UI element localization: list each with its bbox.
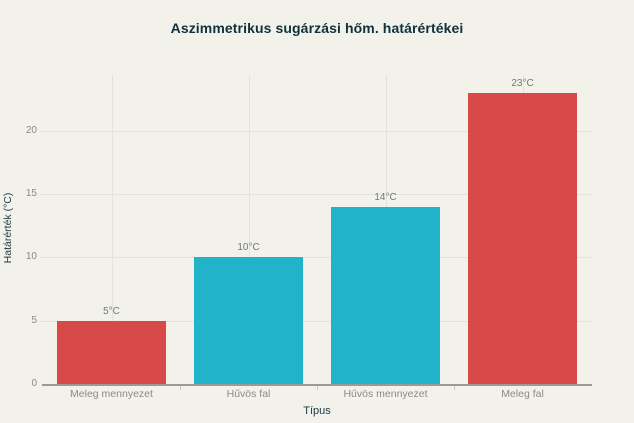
y-gridline (40, 257, 591, 259)
bar-value-label: 5°C (103, 305, 120, 317)
x-tick-label: Hűvös mennyezet (343, 388, 428, 400)
x-tick-mark (180, 386, 181, 390)
bar-value-label: 23°C (511, 77, 534, 89)
bar-meleg-fal (467, 92, 578, 384)
y-gridline (40, 130, 591, 132)
bar-value-label: 10°C (237, 242, 260, 254)
y-tick-label: 20 (25, 124, 37, 136)
bar-value-label: 14°C (374, 191, 397, 203)
y-tick-label: 15 (25, 188, 37, 200)
y-gridline (40, 320, 591, 322)
x-tick-label: Meleg mennyezet (70, 388, 153, 400)
y-tick-label: 10 (25, 251, 37, 263)
y-tick-label: 0 (31, 378, 37, 389)
x-tick-mark (317, 386, 318, 390)
x-tick-label: Meleg fal (501, 388, 544, 400)
x-gridline (248, 75, 250, 384)
y-axis-title: Határérték (°C) (2, 192, 14, 264)
x-gridline (111, 75, 113, 384)
bar-h-v-s-mennyezet (330, 206, 441, 384)
y-gridline (40, 194, 591, 196)
x-tick-mark (454, 386, 455, 390)
y-tick-label: 5 (31, 314, 37, 326)
bar-meleg-mennyezet (56, 320, 167, 384)
x-axis-title: Típus (303, 405, 331, 417)
chart-title: Aszimmetrikus sugárzási hőm. határértéke… (170, 20, 464, 36)
x-tick-label: Hűvös fal (226, 388, 271, 400)
bar-h-v-s-fal (193, 257, 304, 384)
x-axis-line (42, 384, 592, 386)
